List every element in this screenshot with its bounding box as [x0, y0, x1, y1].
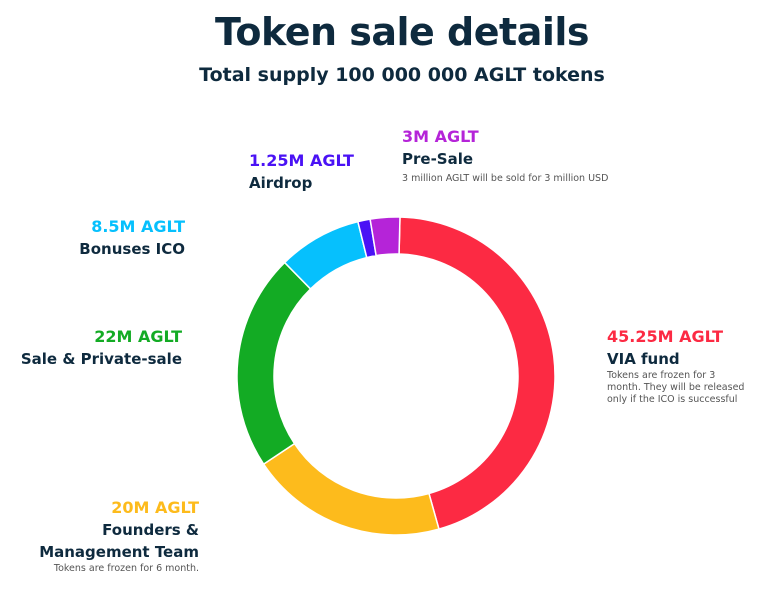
bonuses-ico-value: 8.5M AGLT: [91, 217, 185, 236]
slice-founders-management-team: [262, 442, 440, 536]
label-founders: 20M AGLT Founders & Management Team Toke…: [10, 497, 199, 575]
label-via-fund: 45.25M AGLT VIA fund Tokens are frozen f…: [607, 326, 772, 406]
chart-subtitle: Total supply 100 000 000 AGLT tokens: [199, 64, 605, 86]
founders-name-line-1: Founders &: [102, 521, 199, 539]
label-airdrop: 1.25M AGLT Airdrop: [249, 150, 389, 194]
via-fund-value: 45.25M AGLT: [607, 327, 724, 346]
label-sale-private: 22M AGLT Sale & Private-sale: [10, 326, 182, 370]
chart-title: Token sale details: [214, 10, 590, 54]
pre-sale-value: 3M AGLT: [402, 127, 479, 146]
airdrop-value: 1.25M AGLT: [249, 151, 354, 170]
founders-note: Tokens are frozen for 6 month.: [53, 563, 199, 574]
label-pre-sale: 3M AGLT Pre-Sale 3 million AGLT will be …: [402, 126, 662, 185]
slice-sale-private-sale: [236, 261, 312, 466]
via-fund-note-1: Tokens are frozen for 3: [607, 370, 716, 381]
sale-private-value: 22M AGLT: [94, 327, 182, 346]
via-fund-note-3: only if the ICO is successful: [607, 394, 738, 405]
via-fund-name: VIA fund: [607, 350, 680, 368]
pre-sale-note: 3 million AGLT will be sold for 3 millio…: [402, 173, 609, 184]
label-bonuses-ico: 8.5M AGLT Bonuses ICO: [40, 216, 185, 260]
airdrop-name: Airdrop: [249, 174, 313, 192]
pre-sale-name: Pre-Sale: [402, 150, 474, 168]
slice-pre-sale: [369, 216, 401, 257]
via-fund-note-2: month. They will be released: [607, 382, 745, 393]
bonuses-ico-name: Bonuses ICO: [79, 240, 185, 258]
slice-via-fund: [398, 216, 556, 531]
founders-value: 20M AGLT: [111, 498, 199, 517]
founders-name-line-2: Management Team: [39, 543, 199, 561]
sale-private-name: Sale & Private-sale: [20, 350, 182, 368]
